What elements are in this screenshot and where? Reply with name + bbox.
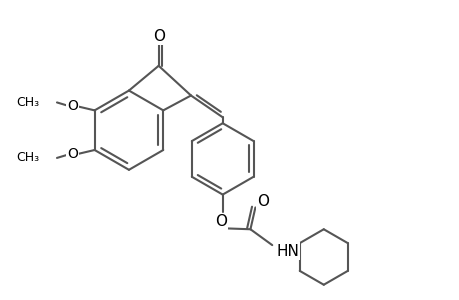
Text: HN: HN: [275, 244, 298, 259]
Text: CH₃: CH₃: [16, 152, 39, 164]
Text: O: O: [214, 214, 226, 229]
Text: O: O: [152, 28, 164, 44]
Text: O: O: [67, 147, 78, 161]
Text: CH₃: CH₃: [16, 96, 39, 109]
Text: O: O: [67, 99, 78, 113]
Text: O: O: [257, 194, 269, 209]
